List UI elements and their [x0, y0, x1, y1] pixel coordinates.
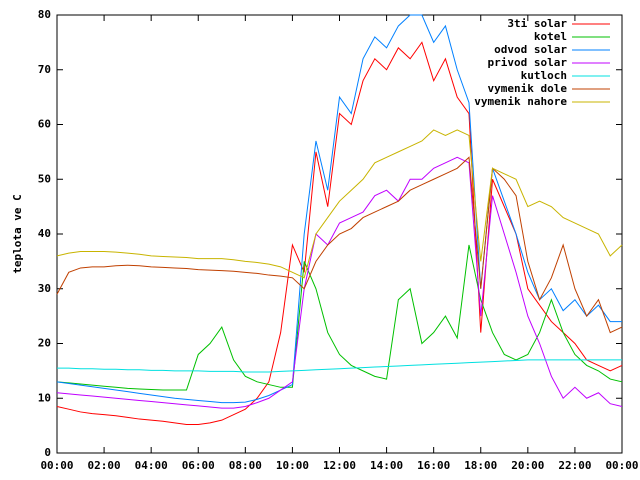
y-tick-label: 50 — [38, 172, 51, 185]
y-tick-label: 70 — [38, 63, 51, 76]
x-tick-label: 00:00 — [40, 459, 73, 472]
x-tick-label: 22:00 — [558, 459, 591, 472]
x-tick-label: 02:00 — [88, 459, 121, 472]
y-tick-label: 60 — [38, 118, 51, 131]
y-tick-label: 20 — [38, 337, 51, 350]
legend-label: kutloch — [521, 69, 567, 82]
x-tick-label: 08:00 — [229, 459, 262, 472]
y-tick-label: 0 — [44, 446, 51, 459]
series-line — [56, 156, 623, 334]
legend-label: 3ti solar — [507, 17, 567, 30]
legend-label: privod solar — [488, 56, 568, 69]
x-tick-label: 18:00 — [464, 459, 497, 472]
series-line — [56, 14, 622, 404]
legend-label: vymenik nahore — [474, 95, 567, 108]
series-line — [57, 359, 622, 373]
x-tick-label: 06:00 — [182, 459, 215, 472]
x-tick-label: 12:00 — [323, 459, 356, 472]
x-tick-label: 00:00 — [605, 459, 638, 472]
y-tick-label: 40 — [38, 227, 51, 240]
series-line — [56, 244, 623, 391]
y-axis-label: teplota ve C — [11, 194, 24, 273]
legend-label: kotel — [534, 30, 567, 43]
x-tick-label: 04:00 — [135, 459, 168, 472]
y-tick-label: 80 — [38, 8, 51, 21]
x-tick-label: 16:00 — [417, 459, 450, 472]
y-tick-label: 30 — [38, 282, 51, 295]
x-tick-label: 10:00 — [276, 459, 309, 472]
series-line — [56, 156, 623, 409]
series-line — [56, 129, 623, 279]
series-line — [56, 41, 623, 426]
legend-label: vymenik dole — [488, 82, 568, 95]
y-tick-label: 10 — [38, 391, 51, 404]
legend-label: odvod solar — [494, 43, 567, 56]
x-tick-label: 14:00 — [370, 459, 403, 472]
x-tick-label: 20:00 — [511, 459, 544, 472]
